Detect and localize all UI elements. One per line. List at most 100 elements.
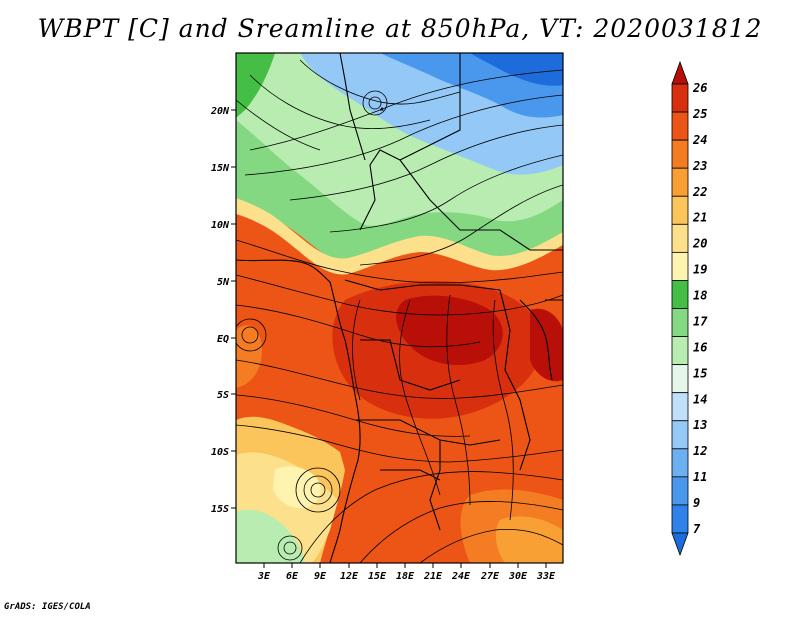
wbpt-field [236,53,563,563]
lon-ticks [263,563,547,568]
colorbar-label: 26 [692,81,707,95]
lat-label: 15N [211,163,230,174]
lat-labels: 20N 15N 10N 5N EQ 5S 10S 15S [210,106,230,515]
border [339,53,366,161]
colorbar-label: 19 [693,263,707,277]
colorbar-segment [671,420,689,450]
north-darkblue-region [470,53,563,86]
lon-label: 30E [508,571,528,582]
colorbar-label: 21 [692,211,707,225]
map-boundaries [236,53,563,563]
cyclone-circulation [310,482,326,498]
colorbar-label: 11 [693,470,707,484]
colorbar-label: 16 [693,340,707,354]
colorbar-label: 12 [693,444,707,458]
streamline [244,94,563,176]
west-coastline [236,259,361,563]
colorbar: 26 25 24 23 22 21 20 19 18 17 16 15 14 13 12 11 9 7 [671,60,708,557]
eddy-circulation [368,96,382,110]
lon-label: 27E [480,571,500,582]
streamline [329,154,563,233]
lat-ticks [231,109,236,509]
streamline [236,359,563,399]
streamlines [236,59,563,563]
streamline [289,124,563,201]
colorbar-label: 13 [693,418,707,432]
lat-label: 15S [211,504,229,515]
lon-label: 3E [257,571,271,582]
eddy-circulation [362,90,388,116]
grads-credit: GrADS: IGES/COLA [4,602,91,612]
lon-labels: 3E 6E 9E 12E 15E 18E 21E 24E 27E 30E 33E [257,571,556,582]
colorbar-segment [671,111,689,141]
colorbar-label: 14 [693,392,707,406]
streamline [236,239,563,284]
eddy-circulation [241,326,259,344]
streamline [352,299,361,401]
colorbar-label: 25 [692,107,707,121]
lon-label: 15E [368,571,387,582]
colorbar-segment [671,448,689,478]
streamline [236,274,563,316]
nw-green-patch [236,53,275,118]
colorbar-label: 24 [692,133,707,147]
lat-label: 10N [211,220,230,231]
eddy-circulation [283,541,297,555]
eddy-circulation [236,318,267,352]
streamline [359,501,563,563]
lat-label: EQ [217,334,229,345]
colorbar-label: 18 [693,289,707,303]
streamline [236,424,563,463]
colorbar-top-arrow [671,60,689,85]
map-frame [235,52,564,564]
streamline [399,299,441,496]
colorbar-segment [671,336,689,366]
lat-label: 10S [211,447,229,458]
eddy-circulation [277,535,303,561]
map-title: WBPT [C] and Sreamline at 850hPa, VT: 20… [37,14,763,43]
lon-label: 21E [423,571,443,582]
colorbar-segment [671,476,689,506]
colorbar-segment [671,167,689,197]
colorbar-label: 17 [693,314,708,328]
cyclone-circulation [295,467,341,513]
lon-label: 33E [536,571,556,582]
lat-label: 5S [217,390,229,401]
border [360,339,461,391]
streamline [236,304,481,348]
se-light-region [495,516,563,563]
streamline [236,99,321,151]
lon-label: 6E [286,571,299,582]
colorbar-segment [671,392,689,422]
colorbar-label: 22 [692,185,707,199]
border [499,289,531,471]
border [429,440,441,531]
colorbar-segment [671,251,689,281]
colorbar-segment [671,195,689,225]
colorbar-label: 9 [693,496,700,510]
sw-green-region [236,509,305,563]
streamline [236,394,471,437]
border [519,299,553,381]
colorbar-label: 7 [693,522,701,536]
east-highland-patch [530,308,563,382]
lon-label: 18E [396,571,415,582]
colorbar-segment [671,280,689,309]
colorbar-segment [671,364,689,394]
border [380,469,441,481]
lat-label: 5N [217,277,230,288]
colorbar-segment [671,83,689,113]
streamline [492,299,514,521]
streamline [299,471,563,563]
colorbar-bottom-arrow [671,532,689,557]
colorbar-segment [671,504,689,534]
colorbar-segment [671,308,689,337]
border [344,279,501,291]
lon-label: 24E [451,571,471,582]
lon-label: 9E [314,571,327,582]
colorbar-label: 20 [692,237,707,251]
colorbar-label: 15 [693,366,707,380]
colorbar-segment [671,139,689,169]
border [359,53,461,231]
cyclone-circulation [303,475,333,505]
